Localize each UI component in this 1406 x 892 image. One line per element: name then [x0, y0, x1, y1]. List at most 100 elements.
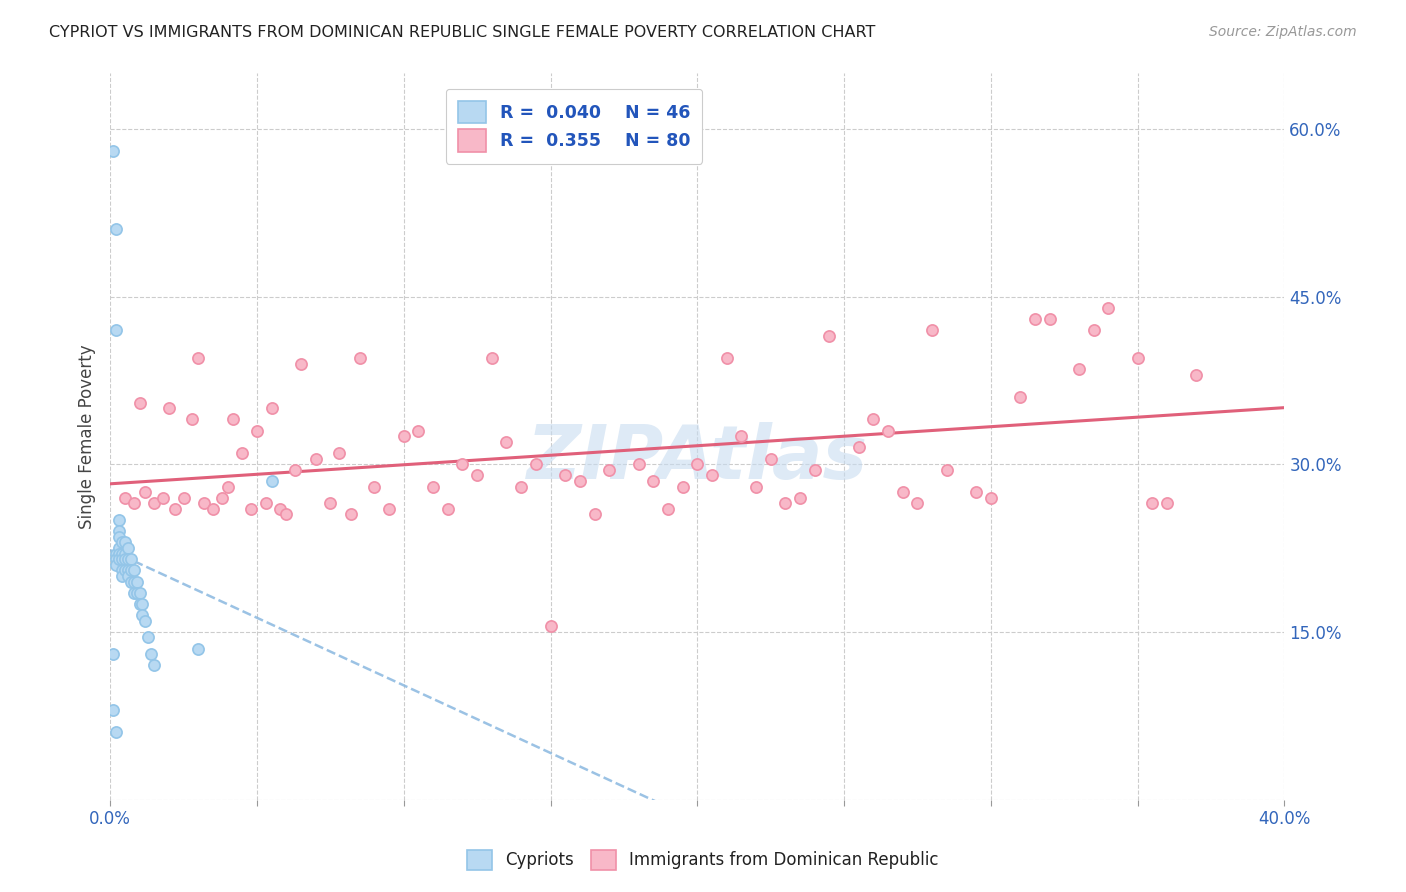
Point	[111, 547, 134, 561]
Point	[114, 563, 136, 577]
Point	[101, 703, 124, 717]
Point	[201, 502, 224, 516]
Point	[907, 496, 929, 510]
Point	[260, 474, 283, 488]
Point	[181, 412, 204, 426]
Point	[284, 463, 307, 477]
Point	[363, 479, 385, 493]
Point	[193, 496, 215, 510]
Point	[1038, 311, 1060, 326]
Point	[921, 323, 943, 337]
Point	[105, 552, 128, 566]
Point	[877, 424, 900, 438]
Point	[173, 491, 195, 505]
Point	[276, 508, 298, 522]
Point	[657, 502, 679, 516]
Point	[222, 412, 245, 426]
Point	[392, 429, 415, 443]
Point	[1126, 351, 1149, 365]
Point	[134, 614, 156, 628]
Point	[627, 457, 650, 471]
Point	[128, 586, 150, 600]
Point	[730, 429, 752, 443]
Point	[935, 463, 957, 477]
Point	[143, 496, 166, 510]
Point	[120, 552, 142, 566]
Legend: Cypriots, Immigrants from Dominican Republic: Cypriots, Immigrants from Dominican Repu…	[461, 843, 945, 877]
Point	[1083, 323, 1105, 337]
Point	[105, 725, 128, 739]
Point	[1024, 311, 1046, 326]
Point	[117, 563, 139, 577]
Point	[818, 328, 841, 343]
Point	[1067, 362, 1090, 376]
Text: ZIPAtlas: ZIPAtlas	[527, 422, 868, 494]
Point	[495, 434, 517, 449]
Point	[101, 145, 124, 159]
Point	[108, 547, 131, 561]
Point	[598, 463, 620, 477]
Point	[114, 552, 136, 566]
Point	[128, 597, 150, 611]
Point	[891, 485, 914, 500]
Point	[1185, 368, 1208, 382]
Point	[328, 446, 350, 460]
Y-axis label: Single Female Poverty: Single Female Poverty	[79, 344, 96, 529]
Point	[163, 502, 186, 516]
Point	[422, 479, 444, 493]
Point	[583, 508, 606, 522]
Point	[152, 491, 174, 505]
Point	[965, 485, 987, 500]
Point	[211, 491, 233, 505]
Point	[125, 574, 148, 589]
Point	[672, 479, 695, 493]
Point	[125, 586, 148, 600]
Point	[436, 502, 458, 516]
Point	[1156, 496, 1178, 510]
Point	[120, 563, 142, 577]
Point	[111, 552, 134, 566]
Point	[305, 451, 328, 466]
Point	[759, 451, 782, 466]
Legend: R =  0.040    N = 46, R =  0.355    N = 80: R = 0.040 N = 46, R = 0.355 N = 80	[446, 89, 702, 164]
Point	[246, 424, 269, 438]
Point	[1142, 496, 1164, 510]
Point	[122, 574, 145, 589]
Point	[108, 541, 131, 555]
Point	[775, 496, 797, 510]
Point	[240, 502, 263, 516]
Point	[217, 479, 239, 493]
Point	[862, 412, 884, 426]
Point	[1097, 301, 1119, 315]
Point	[108, 530, 131, 544]
Point	[136, 631, 159, 645]
Point	[1010, 390, 1032, 404]
Point	[114, 491, 136, 505]
Point	[128, 395, 150, 409]
Point	[524, 457, 547, 471]
Point	[349, 351, 371, 365]
Point	[108, 524, 131, 539]
Point	[108, 552, 131, 566]
Point	[408, 424, 430, 438]
Point	[451, 457, 474, 471]
Point	[114, 547, 136, 561]
Point	[105, 558, 128, 572]
Point	[716, 351, 738, 365]
Point	[122, 496, 145, 510]
Point	[120, 574, 142, 589]
Point	[117, 541, 139, 555]
Point	[231, 446, 253, 460]
Point	[465, 468, 488, 483]
Point	[134, 485, 156, 500]
Point	[254, 496, 277, 510]
Point	[540, 619, 562, 633]
Point	[141, 647, 163, 661]
Point	[789, 491, 811, 505]
Point	[108, 513, 131, 527]
Point	[101, 647, 124, 661]
Point	[980, 491, 1002, 505]
Point	[105, 547, 128, 561]
Point	[319, 496, 342, 510]
Point	[700, 468, 723, 483]
